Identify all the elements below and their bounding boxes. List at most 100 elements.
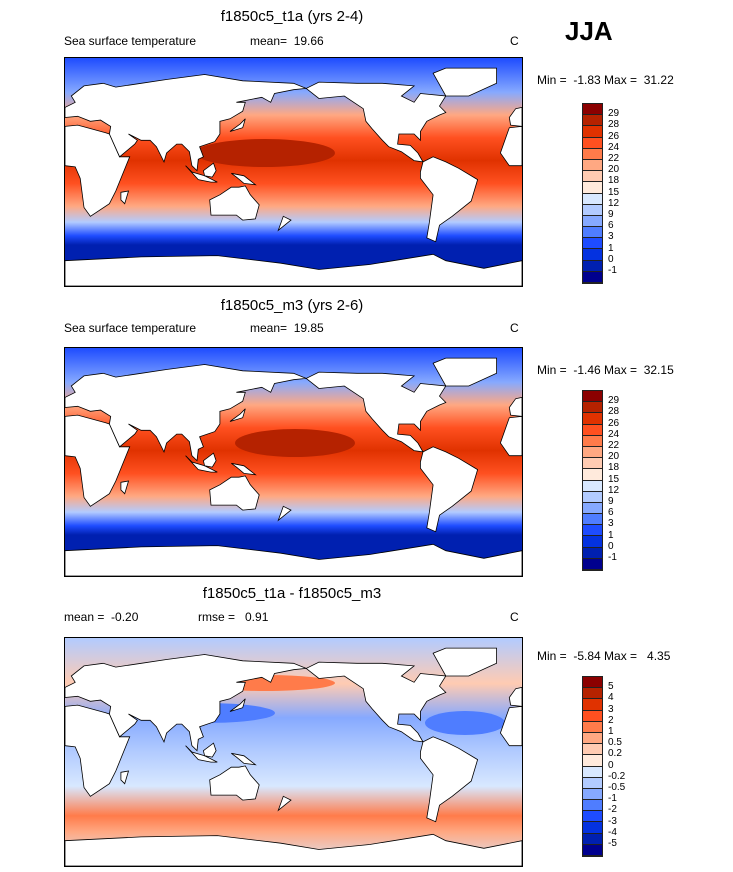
land-outline <box>65 654 307 752</box>
colorbar-label: 1 <box>608 726 614 737</box>
colorbar-label: 26 <box>608 417 620 429</box>
land-outline <box>65 543 522 576</box>
land-outline <box>231 462 257 476</box>
land-outline <box>499 125 522 167</box>
colorbar-swatch <box>583 822 602 834</box>
map-plot <box>64 57 523 287</box>
colorbar-swatch <box>583 677 602 689</box>
land-outline <box>209 765 260 801</box>
colorbar-swatch <box>583 744 602 756</box>
colorbar-swatch <box>583 536 602 548</box>
warm-pool <box>195 139 335 167</box>
land-outline <box>65 704 131 797</box>
land-outline <box>419 446 479 533</box>
colorbar-swatch <box>583 435 602 447</box>
panel-title: f1850c5_t1a (yrs 2-4) <box>220 8 364 25</box>
land-outline <box>209 185 260 221</box>
colorbar-label: 26 <box>608 130 620 142</box>
colorbar-label: 12 <box>608 197 620 209</box>
colorbar-swatch <box>583 115 602 127</box>
stat-label: mean= 19.66 <box>250 34 324 48</box>
colorbar-label: 0 <box>608 253 614 265</box>
land-outline <box>185 165 218 183</box>
colorbar-swatch <box>583 182 602 194</box>
land-outline <box>305 661 447 743</box>
colorbar-swatch <box>583 271 602 283</box>
colorbar-swatch <box>583 458 602 470</box>
colorbar-label: 15 <box>608 473 620 485</box>
colorbar-swatch <box>583 514 602 526</box>
land-outline <box>120 770 130 785</box>
colorbar-label: 29 <box>608 395 620 407</box>
colorbar-label: -5 <box>608 838 617 849</box>
colorbar-label: 28 <box>608 119 620 131</box>
units-label: C <box>510 34 519 48</box>
colorbar-label: 15 <box>608 186 620 198</box>
land-outline <box>65 74 307 172</box>
colorbar-swatch <box>583 413 602 425</box>
colorbar-swatch <box>583 249 602 261</box>
colorbar-swatch <box>583 688 602 700</box>
colorbar-label: 24 <box>608 428 620 440</box>
min-max-label: Min = -1.83 Max = 31.22 <box>537 73 674 87</box>
colorbar-label: -1 <box>608 793 617 805</box>
stat-label: rmse = 0.91 <box>198 610 269 624</box>
land-outline <box>185 455 218 473</box>
land-outline <box>499 705 522 747</box>
colorbar-swatch <box>583 480 602 492</box>
colorbar-swatch <box>583 732 602 745</box>
colorbar-label: -0.5 <box>608 782 626 793</box>
colorbar-label: 0 <box>608 759 614 771</box>
colorbar-label: 5 <box>608 681 614 693</box>
land-outline <box>65 253 522 286</box>
colorbar-swatch <box>583 469 602 481</box>
colorbar-label: -1 <box>608 552 617 563</box>
left-label: Sea surface temperature <box>64 321 197 335</box>
colorbar-swatch <box>583 558 602 570</box>
colorbar-label: 1 <box>608 242 614 254</box>
colorbar-label: 2 <box>608 714 614 726</box>
land-outline <box>229 698 246 712</box>
land-outline <box>202 162 217 178</box>
colorbar-label: -2 <box>608 804 617 816</box>
colorbar-label: 4 <box>608 692 614 704</box>
colorbar-label: 6 <box>608 220 614 232</box>
land-outline <box>120 190 130 205</box>
land-outline <box>229 408 246 422</box>
land-outline <box>277 795 292 812</box>
land-outline <box>305 81 447 163</box>
colorbar-swatch <box>583 755 602 767</box>
left-label: Sea surface temperature <box>64 34 197 48</box>
colorbar-label: 18 <box>608 175 620 187</box>
colorbar <box>582 676 603 857</box>
colorbar-label: 3 <box>608 231 614 243</box>
min-max-label: Min = -5.84 Max = 4.35 <box>537 649 671 663</box>
anomaly-patch <box>425 711 505 735</box>
land-outline <box>202 452 217 468</box>
colorbar-swatch <box>583 391 602 403</box>
colorbar-swatch <box>583 525 602 537</box>
colorbar-label: 0.2 <box>608 748 622 760</box>
land-outline <box>65 414 131 507</box>
colorbar-swatch <box>583 227 602 239</box>
colorbar-label: 12 <box>608 484 620 496</box>
land-outline <box>277 505 292 522</box>
land-outline <box>277 215 292 232</box>
min-max-label: Min = -1.46 Max = 32.15 <box>537 363 674 377</box>
colorbar-swatch <box>583 844 602 856</box>
colorbar-swatch <box>583 215 602 228</box>
land-outline <box>508 396 522 417</box>
land-outline <box>229 118 246 132</box>
colorbar-label: 0.5 <box>608 737 622 749</box>
colorbar-label: 18 <box>608 462 620 474</box>
land-outline <box>508 686 522 707</box>
colorbar-swatch <box>583 502 602 515</box>
land-outline <box>209 475 260 511</box>
colorbar-swatch <box>583 193 602 205</box>
land-outline <box>305 371 447 453</box>
warm-pool <box>235 429 355 457</box>
colorbar-label: 9 <box>608 209 614 220</box>
colorbar-swatch <box>583 424 602 436</box>
colorbar-swatch <box>583 137 602 149</box>
